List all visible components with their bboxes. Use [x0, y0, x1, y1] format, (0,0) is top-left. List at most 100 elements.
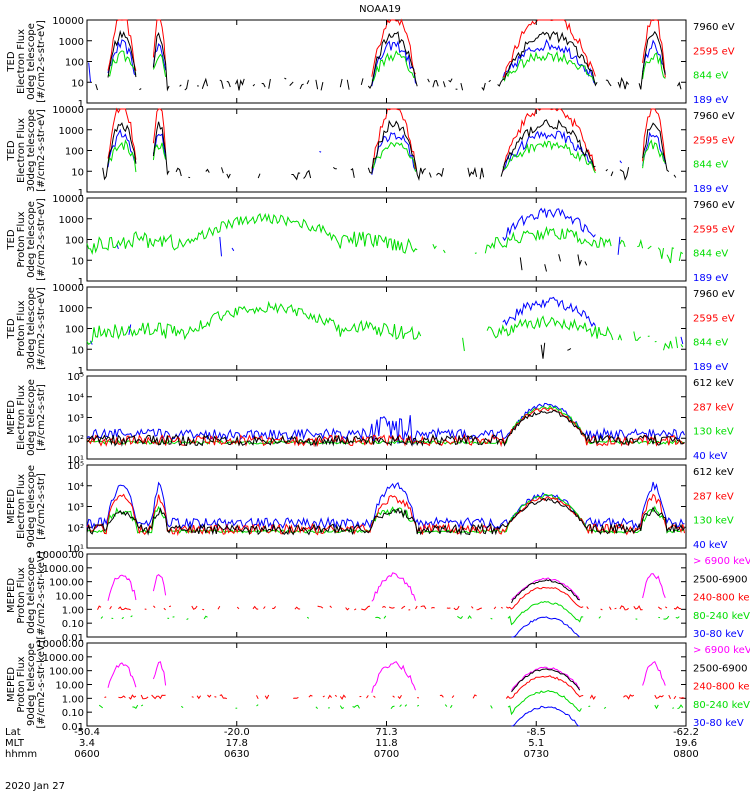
- y-tick-label: 10000: [52, 194, 84, 205]
- series-green: [107, 50, 666, 84]
- y-tick-label: 100: [65, 58, 84, 69]
- y-tick-label: 10000: [52, 16, 84, 27]
- y-tick-label: 1000: [59, 126, 84, 137]
- y-axis-label-line: MEPED: [6, 400, 17, 435]
- y-tick-label: 10000: [52, 283, 84, 294]
- legend-blue: 189 eV: [693, 362, 728, 373]
- legend-red: 2595 eV: [693, 135, 735, 146]
- series-green: [86, 212, 684, 264]
- y-axis-label-line: [#/cm2-s-str-eV]: [36, 20, 47, 103]
- series-red: [86, 493, 685, 537]
- series-black: [511, 668, 581, 693]
- y-axis-label-line: Proton Flux: [16, 300, 27, 356]
- legend-green: 80-240 keV: [693, 700, 750, 711]
- x-row-label: MLT: [5, 738, 25, 749]
- legend-green: 844 eV: [693, 249, 728, 260]
- legend-black: 612 keV: [693, 467, 734, 478]
- legend-blue: 30-80 keV: [693, 718, 744, 729]
- series-blue: [88, 38, 666, 87]
- panel-frame: [86, 464, 687, 549]
- y-axis-label-line: 0deg telescope: [26, 557, 37, 634]
- y-tick-label: 100.00: [49, 578, 84, 589]
- legend-red: 287 keV: [693, 402, 734, 413]
- series-black: [519, 254, 588, 272]
- x-tick-label: -50.4: [74, 727, 100, 738]
- y-axis-label-line: 0deg telescope: [26, 23, 37, 100]
- y-axis-label-line: Electron Flux: [16, 385, 27, 450]
- y-tick-label: 1000: [59, 304, 84, 315]
- panel-6: 10¹ 10² 10³ 10⁴ 10⁵ MEPED Electron Flux 90deg t…: [6, 461, 734, 555]
- y-tick-label: 1.00: [62, 605, 84, 616]
- panel-7: 0.01 0.10 1.00 10.00 100.00 1000.00 10000.00 ME…: [6, 550, 750, 644]
- x-tick-label: 0630: [224, 749, 249, 760]
- panel-frame: [86, 19, 687, 104]
- y-tick-label: 10: [71, 256, 84, 267]
- x-tick-label: 17.8: [226, 738, 248, 749]
- legend-red: 2595 eV: [693, 46, 735, 57]
- series-red: [104, 675, 685, 701]
- x-tick-label: 19.6: [675, 738, 697, 749]
- y-tick-label: 10: [71, 167, 84, 178]
- y-axis-label-line: Proton Flux: [16, 656, 27, 712]
- legend-green: 130 keV: [693, 427, 734, 438]
- y-tick-label: 1000.00: [43, 653, 84, 664]
- series-blue: [107, 128, 666, 175]
- y-tick-label: 100: [65, 325, 84, 336]
- y-tick-label: 10²: [67, 434, 84, 445]
- y-tick-label: 1000.00: [43, 564, 84, 575]
- series-blue: [90, 296, 684, 345]
- series-black: [511, 579, 580, 604]
- y-axis-label-line: TED: [6, 51, 17, 72]
- y-axis-label-line: MEPED: [6, 489, 17, 524]
- legend-magenta: > 6900 keV: [693, 645, 750, 656]
- y-axis-label-line: [#/cm2-s-str-keV]: [36, 640, 47, 728]
- legend-green: 130 keV: [693, 516, 734, 527]
- y-tick-label: 10³: [67, 503, 84, 514]
- y-axis-label-line: 0deg telescope: [26, 201, 37, 278]
- series-green: [101, 602, 683, 625]
- legend-red: 287 keV: [693, 491, 734, 502]
- y-tick-label: 10³: [67, 414, 84, 425]
- x-tick-label: 5.1: [528, 738, 544, 749]
- y-axis-label-line: [#/cm2-s-str-eV]: [36, 198, 47, 281]
- y-axis-label-line: Proton Flux: [16, 211, 27, 267]
- x-tick-label: 3.4: [79, 738, 95, 749]
- y-tick-label: 1: [78, 366, 84, 377]
- y-tick-label: 1000: [59, 215, 84, 226]
- y-tick-label: 0.10: [62, 619, 84, 630]
- y-tick-label: 100: [65, 236, 84, 247]
- y-tick-label: 1: [78, 99, 84, 110]
- series-black: [103, 120, 685, 179]
- y-tick-label: 1: [78, 188, 84, 199]
- series-black: [541, 343, 590, 359]
- legend-blue: 40 keV: [693, 540, 727, 551]
- y-tick-label: 100: [65, 147, 84, 158]
- y-axis-label-line: [#/cm2-s-str-keV]: [36, 551, 47, 639]
- y-axis-label-line: Proton Flux: [16, 567, 27, 623]
- y-axis-label-line: Electron Flux: [16, 118, 27, 183]
- legend-red: 240-800 ke: [693, 593, 750, 604]
- y-axis-label-line: Electron Flux: [16, 474, 27, 539]
- x-tick-label: 0730: [524, 749, 549, 760]
- y-axis-label-line: 0deg telescope: [26, 379, 37, 456]
- y-axis-label-line: [#/cm2-s-str-eV]: [36, 109, 47, 192]
- legend-black: 2500-6900: [693, 574, 748, 585]
- series-magenta: [107, 572, 666, 602]
- x-tick-label: 11.8: [375, 738, 397, 749]
- y-axis-label-line: 30deg telescope: [26, 287, 37, 370]
- series-green: [98, 690, 684, 716]
- series-blue: [511, 616, 581, 638]
- panel-5: 10¹ 10² 10³ 10⁴ 10⁵ MEPED Electron Flux 0deg te…: [6, 372, 734, 466]
- series-red: [97, 586, 682, 611]
- legend-blue: 189 eV: [693, 273, 728, 284]
- x-row-label: hhmm: [5, 749, 37, 760]
- y-axis-label-line: TED: [6, 140, 17, 161]
- series-red: [107, 107, 666, 172]
- series-black: [86, 497, 685, 536]
- y-tick-label: 10⁵: [67, 372, 84, 383]
- x-row-label: Lat: [5, 727, 21, 738]
- panel-8: 0.01 0.10 1.00 10.00 100.00 1000.00 10000.00 ME…: [6, 639, 750, 733]
- legend-green: 80-240 keV: [693, 611, 750, 622]
- series-red: [107, 18, 666, 78]
